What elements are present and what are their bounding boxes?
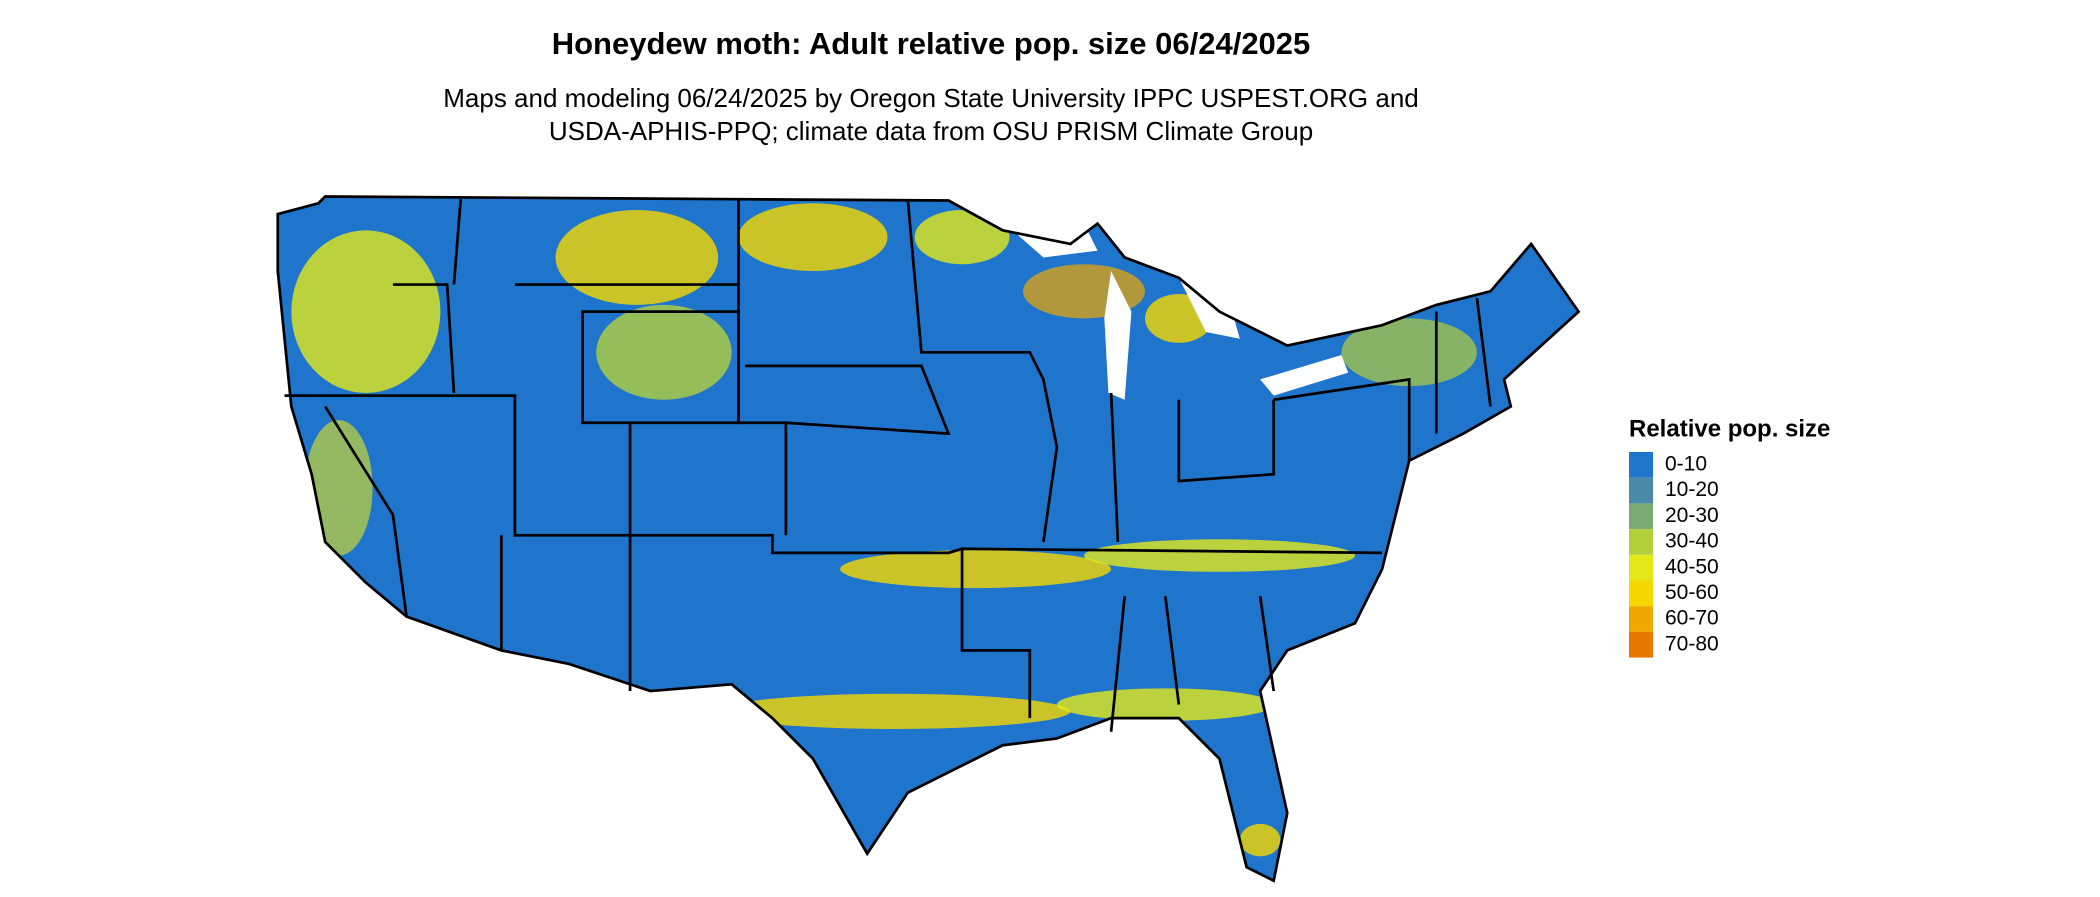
legend-swatch <box>1629 503 1653 530</box>
legend-label: 10-20 <box>1665 478 1719 501</box>
pop-patches <box>291 203 1477 857</box>
legend-label: 60-70 <box>1665 607 1719 630</box>
legend-title: Relative pop. size <box>1629 415 1830 442</box>
us-map <box>276 195 1581 883</box>
legend-swatch <box>1629 580 1653 607</box>
map-subtitle: Maps and modeling 06/24/2025 by Oregon S… <box>443 83 1419 113</box>
legend-swatch <box>1629 477 1653 504</box>
legend-label: 20-30 <box>1665 504 1719 527</box>
legend-label: 0-10 <box>1665 453 1707 476</box>
legend-label: 70-80 <box>1665 632 1719 655</box>
legend-swatch <box>1629 529 1653 555</box>
great-lakes <box>1009 223 1349 400</box>
legend-swatch <box>1629 452 1653 478</box>
map-title: Honeydew moth: Adult relative pop. size … <box>552 26 1311 61</box>
map-subtitle: USDA-APHIS-PPQ; climate data from OSU PR… <box>549 116 1313 146</box>
legend-swatch <box>1629 631 1653 658</box>
land <box>277 196 1579 881</box>
state-borders <box>276 195 1581 883</box>
legend-label: 30-40 <box>1665 530 1719 553</box>
legend-swatch <box>1629 554 1653 581</box>
legend-label: 50-60 <box>1665 581 1719 604</box>
legend-swatch <box>1629 606 1653 632</box>
legend-label: 40-50 <box>1665 555 1719 578</box>
